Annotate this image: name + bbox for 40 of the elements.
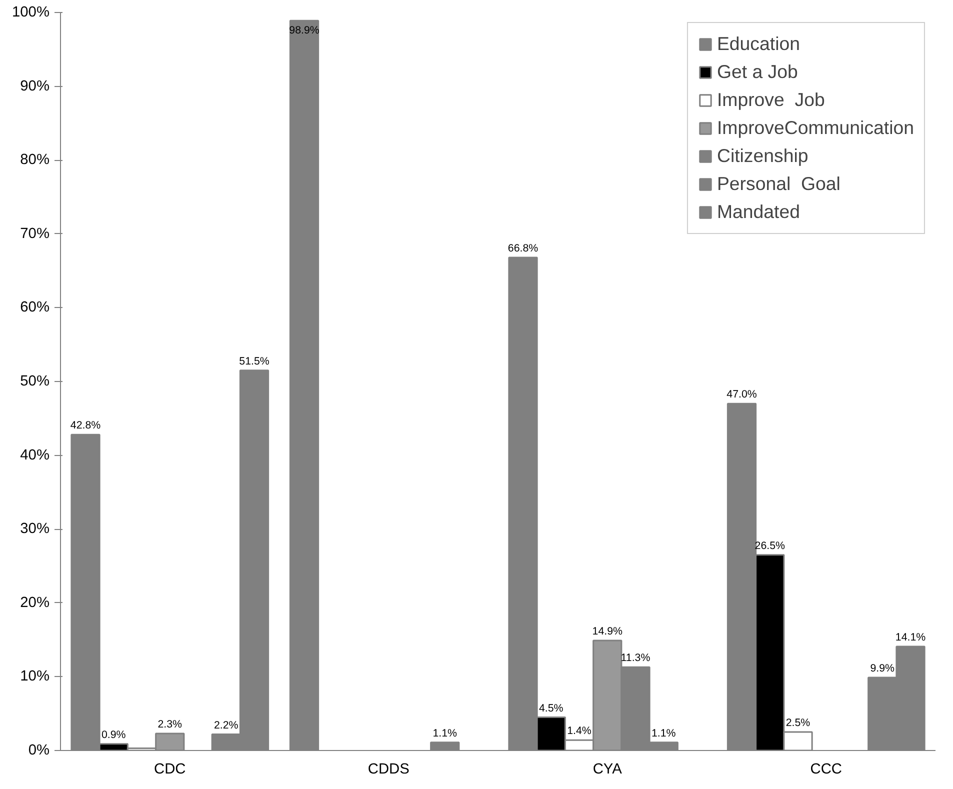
y-tick-label: 80% xyxy=(20,152,50,168)
data-label: 42.8% xyxy=(70,420,102,432)
data-label: 1.1% xyxy=(651,727,676,740)
y-tick-label: 100% xyxy=(12,4,50,20)
y-tick-label: 30% xyxy=(20,521,50,538)
y-tick-label: 0% xyxy=(28,742,50,758)
legend-label: Citizenship xyxy=(716,145,808,167)
y-tick-label: 90% xyxy=(20,78,50,94)
data-label: 98.9% xyxy=(289,24,320,37)
y-tick-label: 60% xyxy=(20,300,50,316)
data-label: 4.5% xyxy=(538,702,564,714)
y-tick-label: 70% xyxy=(20,226,50,242)
x-tick-label: CYA xyxy=(592,762,622,778)
x-tick-label: CDC xyxy=(154,762,186,778)
data-label: 66.8% xyxy=(508,242,539,255)
y-tick-label: 10% xyxy=(20,668,50,685)
legend-label: Get a Job xyxy=(716,61,798,83)
y-tick-label: 20% xyxy=(20,594,50,611)
data-label: 14.9% xyxy=(592,626,624,638)
legend-label: Mandated xyxy=(716,201,800,223)
y-tick-label: 50% xyxy=(20,374,50,390)
data-label: 9.9% xyxy=(870,662,896,674)
x-tick-label: CDDS xyxy=(368,762,410,778)
y-tick-label: 40% xyxy=(20,447,50,464)
data-label: 47.0% xyxy=(726,388,758,401)
data-label: 1.4% xyxy=(567,725,592,738)
legend-label: Improve Job xyxy=(716,89,825,111)
data-label: 2.5% xyxy=(786,717,811,730)
data-label: 51.5% xyxy=(239,355,270,368)
data-label: 14.1% xyxy=(895,631,926,644)
data-label: 2.3% xyxy=(158,718,183,731)
x-tick-label: CCC xyxy=(810,762,842,778)
data-label: 0.9% xyxy=(101,728,126,741)
legend-label: Education xyxy=(716,33,800,55)
data-label: 11.3% xyxy=(620,652,651,664)
data-label: 2.2% xyxy=(214,719,239,732)
data-label: 1.1% xyxy=(432,727,458,740)
legend-label: Personal Goal xyxy=(716,173,840,195)
data-label: 26.5% xyxy=(754,540,786,552)
legend-label: ImproveCommunication xyxy=(716,117,914,139)
